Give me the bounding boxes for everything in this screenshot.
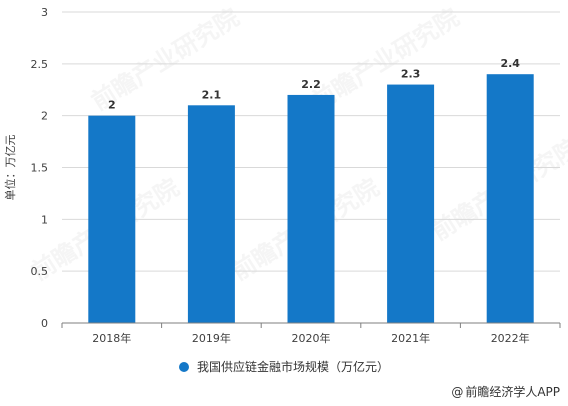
y-tick-label: 0 <box>41 317 48 330</box>
x-tick-label: 2021年 <box>391 331 430 345</box>
bar <box>187 105 235 323</box>
data-labels: 2 2.1 2.2 2.3 2.4 <box>108 57 520 111</box>
bar <box>287 94 335 323</box>
y-axis-title: 单位：万亿元 <box>3 135 17 201</box>
x-tick-label: 2020年 <box>292 331 331 345</box>
data-label: 2.3 <box>401 68 421 81</box>
x-tick-label: 2018年 <box>92 331 131 345</box>
bar <box>486 74 534 323</box>
bar-chart: 00.511.522.53 22.12.22.32.4 2018年 2019年 20… <box>3 6 561 345</box>
y-axis-ticks: 0 0.5 1 1.5 2 2.5 3 <box>31 6 49 330</box>
x-axis-ticks: 2018年 2019年 2020年 2021年 2022年 <box>61 323 561 345</box>
data-label: 2.2 <box>301 78 321 91</box>
bars <box>88 74 534 324</box>
data-label: 2.4 <box>500 57 520 70</box>
bar <box>88 115 136 324</box>
x-tick-label: 2019年 <box>192 331 231 345</box>
credit-at-symbol: @ <box>451 385 464 399</box>
legend-marker <box>178 361 189 372</box>
bar <box>387 84 435 323</box>
legend: 我国供应链金融市场规模（万亿元） <box>0 358 568 375</box>
data-label: 2.1 <box>202 88 222 101</box>
x-tick-label: 2022年 <box>491 331 530 345</box>
y-tick-label: 1.5 <box>31 162 49 175</box>
data-label: 2 <box>108 99 116 112</box>
legend-label: 我国供应链金融市场规模（万亿元） <box>196 360 389 374</box>
y-tick-label: 2.5 <box>31 58 49 71</box>
y-tick-label: 1 <box>41 213 48 226</box>
y-tick-label: 2 <box>41 110 48 123</box>
source-credit: @ 前瞻经济学人APP <box>451 383 560 400</box>
y-tick-label: 3 <box>41 6 48 19</box>
credit-text: 前瞻经济学人APP <box>465 385 560 399</box>
y-tick-label: 0.5 <box>31 265 49 278</box>
